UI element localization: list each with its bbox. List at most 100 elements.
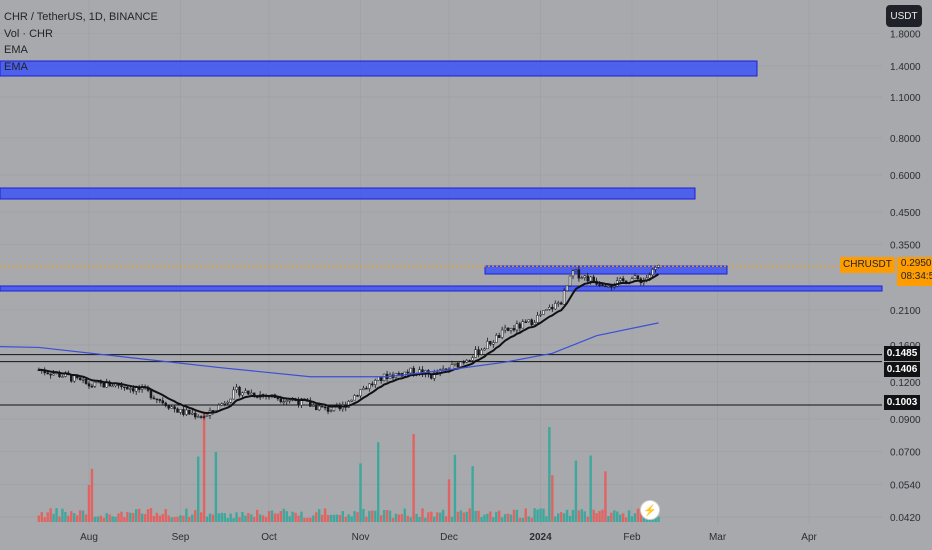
candle-body bbox=[571, 270, 575, 277]
volume-bar bbox=[530, 517, 533, 522]
volume-bar bbox=[459, 510, 463, 522]
zones bbox=[0, 60, 883, 292]
legend-ema-1[interactable]: EMA bbox=[4, 44, 28, 56]
volume-bar bbox=[158, 515, 162, 522]
volume-bar bbox=[267, 511, 271, 522]
candle-body bbox=[244, 390, 247, 394]
candle-body bbox=[556, 302, 560, 305]
candle-body bbox=[226, 402, 229, 404]
volume-bar bbox=[261, 515, 265, 522]
volume-bar bbox=[365, 516, 368, 522]
volume-bar bbox=[542, 508, 545, 522]
candle-body bbox=[618, 278, 622, 281]
candle-body bbox=[247, 390, 250, 395]
legend-ema-2[interactable]: EMA bbox=[4, 60, 28, 73]
volume-bar bbox=[129, 512, 132, 522]
candle-body bbox=[120, 385, 123, 388]
volume-bar bbox=[498, 510, 501, 522]
volume-bar bbox=[208, 513, 212, 522]
volume-bar bbox=[391, 517, 395, 522]
volume-bar bbox=[418, 517, 421, 522]
zone-box bbox=[0, 187, 696, 200]
volume-bar bbox=[368, 510, 371, 522]
volume-bar bbox=[642, 517, 646, 522]
volume-bar bbox=[636, 508, 640, 522]
flash-icon[interactable]: ⚡ bbox=[640, 500, 660, 520]
volume-bar bbox=[241, 512, 244, 522]
candle-body bbox=[565, 285, 569, 292]
volume-bar bbox=[273, 513, 277, 522]
volume-bar bbox=[140, 513, 144, 522]
currency-button[interactable]: USDT bbox=[886, 5, 922, 27]
candle-body bbox=[61, 376, 64, 378]
grid-lines bbox=[0, 0, 882, 525]
volume-bar bbox=[67, 515, 70, 522]
candle-body bbox=[500, 329, 504, 338]
price-tick-label: 0.4500 bbox=[890, 208, 921, 219]
volume-bar bbox=[49, 508, 52, 522]
candle-body bbox=[170, 406, 173, 409]
price-tick-label: 1.8000 bbox=[890, 30, 921, 41]
volume-bar bbox=[436, 512, 439, 522]
candle-body bbox=[229, 398, 232, 403]
volume-bar bbox=[264, 516, 268, 522]
volume-bar bbox=[291, 511, 294, 522]
bar-countdown: 08:34:52 bbox=[900, 271, 932, 282]
candle-body bbox=[350, 399, 353, 402]
legend-volume[interactable]: Vol · CHR bbox=[4, 27, 53, 40]
volume-bar bbox=[406, 515, 409, 522]
candle-body bbox=[621, 278, 625, 282]
volume-bar bbox=[87, 485, 91, 522]
volume-bar bbox=[300, 511, 303, 522]
legend-symbol[interactable]: CHR / TetherUS, 1D, BINANCE bbox=[4, 11, 158, 23]
volume-bar bbox=[456, 511, 460, 522]
candle-body bbox=[132, 388, 135, 392]
volume-bar bbox=[356, 512, 359, 522]
candle-body bbox=[164, 402, 167, 406]
candle-body bbox=[368, 383, 371, 389]
volume-bar bbox=[433, 516, 436, 522]
volume-bar bbox=[244, 515, 247, 522]
volume-bar bbox=[199, 512, 203, 522]
volume-bar bbox=[444, 516, 448, 522]
candle-body bbox=[320, 405, 324, 408]
volume-bar bbox=[73, 513, 76, 522]
candle-body bbox=[46, 372, 49, 375]
volume-bar bbox=[400, 514, 404, 522]
candle-body bbox=[527, 319, 530, 323]
volume-bar bbox=[108, 514, 111, 522]
volume-bar bbox=[518, 517, 522, 522]
candle-body bbox=[314, 405, 318, 411]
candle-body bbox=[562, 290, 566, 305]
candle-body bbox=[397, 373, 401, 375]
candle-body bbox=[288, 399, 291, 402]
volume-bar bbox=[521, 517, 525, 522]
volume-bar bbox=[137, 508, 141, 522]
volume-bar bbox=[64, 511, 67, 522]
candle-body bbox=[152, 397, 156, 400]
candle-body bbox=[456, 362, 460, 368]
volume-bar bbox=[202, 412, 206, 522]
candle-body bbox=[577, 269, 581, 279]
volume-bar bbox=[533, 508, 536, 522]
volume-bar bbox=[61, 508, 64, 522]
volume-bar bbox=[55, 508, 58, 522]
candle-body bbox=[126, 387, 129, 390]
candle-body bbox=[353, 395, 356, 401]
volume-bar bbox=[143, 514, 147, 522]
volume-bar bbox=[81, 510, 85, 522]
candle-body bbox=[515, 323, 519, 331]
volume-bar bbox=[489, 511, 492, 522]
volume-bar bbox=[191, 514, 194, 522]
candle-body bbox=[359, 389, 362, 397]
volume-bar bbox=[421, 508, 424, 522]
volume-bar bbox=[394, 513, 398, 522]
time-tick-label: Mar bbox=[709, 532, 727, 543]
volume-bar bbox=[397, 514, 401, 522]
candle-body bbox=[486, 341, 489, 350]
volume-bar bbox=[610, 512, 613, 522]
volume-bar bbox=[320, 514, 324, 522]
volume-bar bbox=[220, 512, 223, 522]
volume-bar bbox=[105, 513, 108, 522]
